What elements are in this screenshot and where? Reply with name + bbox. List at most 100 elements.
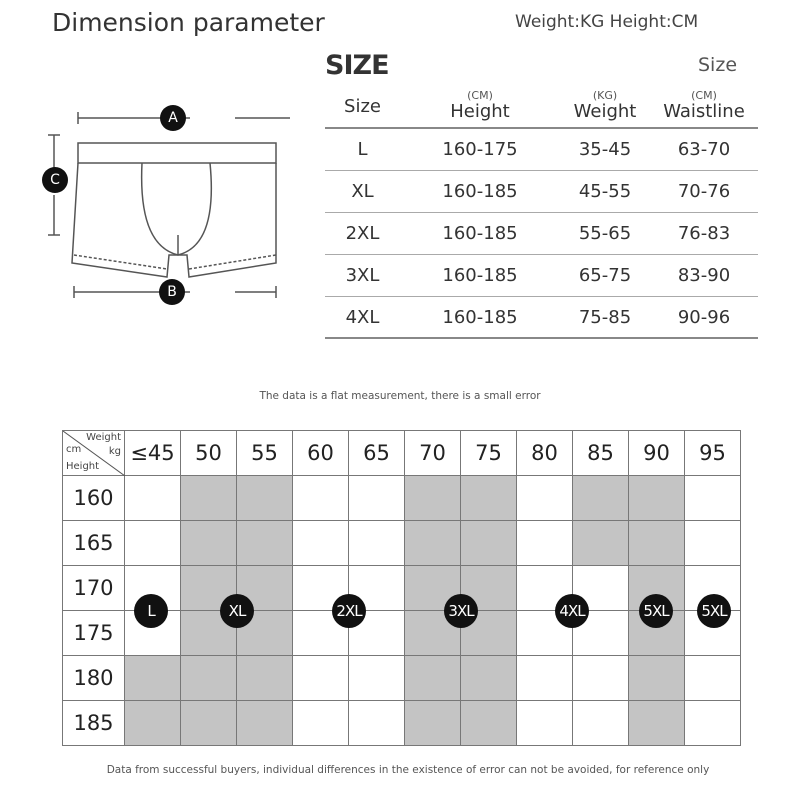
dimension-a-label: A: [160, 105, 186, 131]
size-cell: 45-55: [578, 181, 632, 202]
col-size: Size: [325, 96, 400, 117]
size-marker: L: [134, 594, 168, 628]
dimension-c-label: C: [42, 167, 68, 193]
grid-cell: [460, 700, 517, 746]
grid-cell: [180, 700, 237, 746]
grid-cell: [124, 700, 181, 746]
grid-cell: [124, 520, 181, 566]
units-label: Weight:KG Height:CM: [515, 12, 699, 32]
weight-header: 50: [180, 430, 237, 476]
grid-cell: [236, 700, 293, 746]
size-row: 3XL 160-185 65-75 83-90: [325, 255, 758, 297]
grid-cell: [572, 475, 629, 521]
grid-cell: [180, 475, 237, 521]
weight-header: 55: [236, 430, 293, 476]
grid-cell: [180, 655, 237, 701]
weight-header: 75: [460, 430, 517, 476]
grid-cell: [236, 655, 293, 701]
size-cell: 63-70: [677, 139, 731, 160]
size-marker: 3XL: [444, 594, 478, 628]
grid-cell: [628, 475, 685, 521]
grid-cell: [124, 475, 181, 521]
size-cell: 160-185: [442, 181, 518, 202]
grid-cell: [516, 655, 573, 701]
weight-header: 60: [292, 430, 349, 476]
grid-cell: [628, 520, 685, 566]
grid-cell: [628, 655, 685, 701]
grid-cell: [684, 475, 741, 521]
size-cell: 75-85: [578, 306, 632, 328]
size-cell: 160-185: [442, 265, 518, 286]
grid-corner: Weight cm kg Height: [62, 430, 125, 476]
grid-cell: [404, 655, 461, 701]
size-heading: SIZE: [325, 50, 390, 81]
size-cell: 160-185: [442, 223, 518, 244]
height-header: 165: [62, 520, 125, 566]
corner-cm: cm: [66, 444, 82, 455]
size-side-label: Size: [698, 54, 738, 76]
corner-weight: Weight: [86, 432, 121, 443]
size-cell: 2XL: [345, 223, 380, 244]
col-weight: (KG) Weight: [560, 90, 650, 122]
size-cell: 160-175: [442, 139, 518, 160]
grid-cell: [684, 655, 741, 701]
grid-cell: [516, 700, 573, 746]
grid-cell: [348, 655, 405, 701]
size-cell: 3XL: [345, 265, 380, 286]
size-cell: 35-45: [578, 139, 632, 160]
size-marker: XL: [220, 594, 254, 628]
grid-cell: [292, 655, 349, 701]
grid-cell: [460, 655, 517, 701]
col-size-label: Size: [344, 95, 381, 117]
size-marker: 4XL: [555, 594, 589, 628]
grid-cell: [348, 700, 405, 746]
grid-cell: [236, 520, 293, 566]
grid-cell: [292, 520, 349, 566]
size-row: 4XL 160-185 75-85 90-96: [325, 297, 758, 339]
grid-cell: [684, 520, 741, 566]
weight-header: ≤45: [124, 430, 181, 476]
size-marker: 5XL: [697, 594, 731, 628]
grid-cell: [572, 655, 629, 701]
col-height: (CM) Height: [400, 90, 560, 122]
size-row: 2XL 160-185 55-65 76-83: [325, 213, 758, 255]
weight-header: 90: [628, 430, 685, 476]
size-grid: Weight cm kg Height ≤45 50 55 60 65 70 75 80 85 90 95 1…: [62, 430, 741, 746]
grid-cell: [292, 475, 349, 521]
size-cell: 65-75: [578, 265, 632, 286]
size-table: Size (CM) Height (KG) Weight (CM) Waistline…: [325, 85, 758, 339]
grid-cell: [124, 655, 181, 701]
grid-cell: [348, 475, 405, 521]
grid-cell: [460, 520, 517, 566]
grid-cell: [404, 700, 461, 746]
col-weight-label: Weight: [573, 101, 637, 122]
col-waistline-label: Waistline: [663, 101, 745, 122]
size-cell: 76-83: [677, 223, 731, 244]
height-header: 175: [62, 610, 125, 656]
corner-height: Height: [66, 461, 100, 472]
size-cell: 90-96: [677, 306, 731, 328]
grid-cell: [404, 475, 461, 521]
weight-header: 85: [572, 430, 629, 476]
corner-diagonal: [63, 431, 125, 476]
size-cell: 83-90: [677, 265, 731, 286]
size-marker: 2XL: [332, 594, 366, 628]
grid-cell: [404, 565, 461, 611]
col-weight-unit: (KG): [592, 89, 618, 102]
dimension-b-label: B: [159, 279, 185, 305]
note-reference: Data from successful buyers, individual …: [106, 764, 710, 776]
size-row: L 160-175 35-45 63-70: [325, 129, 758, 171]
height-header: 180: [62, 655, 125, 701]
size-marker: 5XL: [639, 594, 673, 628]
corner-kg: kg: [108, 446, 121, 457]
grid-cell: [572, 520, 629, 566]
grid-cell: [516, 520, 573, 566]
grid-cell: [572, 700, 629, 746]
height-header: 185: [62, 700, 125, 746]
page-title: Dimension parameter: [52, 8, 325, 37]
col-height-label: Height: [450, 101, 510, 122]
size-row: XL 160-185 45-55 70-76: [325, 171, 758, 213]
grid-cell: [460, 475, 517, 521]
weight-header: 80: [516, 430, 573, 476]
size-table-header: Size (CM) Height (KG) Weight (CM) Waistline: [325, 85, 758, 129]
